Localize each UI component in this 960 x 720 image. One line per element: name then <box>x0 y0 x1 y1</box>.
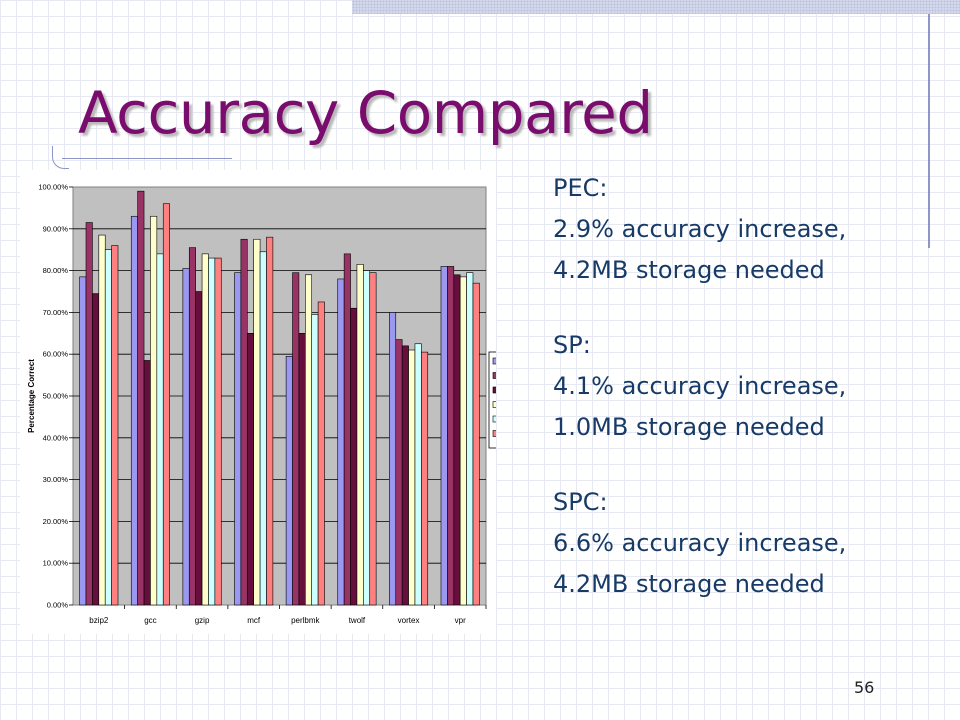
bar-sp-twolf <box>356 264 364 606</box>
y-tick-label: 70.00% <box>43 308 69 317</box>
bar-pec-or-bzip2 <box>104 249 112 606</box>
bar-spc-or-vpr <box>447 266 455 606</box>
bar-baseline-mcf <box>234 272 242 606</box>
x-tick-label: gcc <box>144 616 156 625</box>
y-tick-label: 10.00% <box>43 559 69 568</box>
bar-spc-or-perlbmk <box>292 272 300 606</box>
x-tick-label: twolf <box>349 616 366 625</box>
bar-spc-each-mcf <box>246 333 254 606</box>
bar-pec-or-gcc <box>156 253 164 606</box>
bar-sp-bzip2 <box>98 234 106 606</box>
x-tick-label: mcf <box>247 616 261 625</box>
bar-spc-or-vortex <box>395 339 403 606</box>
slide-title: Accuracy Compared <box>78 79 653 147</box>
y-axis-label: Percentage Correct <box>27 359 36 433</box>
y-tick-label: 0.00% <box>47 601 69 610</box>
y-tick-label: 30.00% <box>43 475 69 484</box>
notes-panel: PEC: 2.9% accuracy increase, 4.2MB stora… <box>553 168 923 639</box>
bar-baseline-bzip2 <box>79 276 87 606</box>
y-tick-label: 20.00% <box>43 517 69 526</box>
header-decor-band <box>352 0 960 14</box>
x-tick-label: perlbmk <box>291 616 320 625</box>
legend-box <box>488 351 496 449</box>
bar-baseline-gzip <box>182 268 190 606</box>
note-block-sp: SP: 4.1% accuracy increase, 1.0MB storag… <box>553 325 923 448</box>
legend-swatch-baseline <box>492 357 496 365</box>
bar-baseline-gcc <box>130 215 138 606</box>
bar-baseline-perlbmk <box>285 355 293 606</box>
note-line: 4.2MB storage needed <box>553 570 825 598</box>
bar-spc-each-gzip <box>195 291 203 606</box>
bar-pec-each-bzip2 <box>111 245 119 606</box>
title-decor-curl <box>52 146 69 169</box>
note-block-pec: PEC: 2.9% accuracy increase, 4.2MB stora… <box>553 168 923 291</box>
note-line: 4.2MB storage needed <box>553 256 825 284</box>
note-line: 2.9% accuracy increase, <box>553 215 847 243</box>
bar-spc-each-bzip2 <box>92 293 100 606</box>
note-block-spc: SPC: 6.6% accuracy increase, 4.2MB stora… <box>553 482 923 605</box>
accuracy-bar-chart: 0.00% 10.00% 20.00% 30.00% 40.00% 50.00% 60.00… <box>20 170 496 634</box>
bar-spc-or-gcc <box>137 190 145 606</box>
bar-sp-perlbmk <box>305 274 313 606</box>
bar-spc-or-bzip2 <box>85 222 93 606</box>
bar-pec-or-vortex <box>414 343 422 606</box>
legend-swatch-pec-each <box>492 430 496 437</box>
bar-pec-each-perlbmk <box>317 301 325 606</box>
bar-baseline-twolf <box>337 278 345 606</box>
slide-number: 56 <box>854 678 875 697</box>
y-tick-label: 80.00% <box>43 266 69 275</box>
bar-spc-each-twolf <box>350 307 358 606</box>
bar-pec-each-mcf <box>266 236 274 606</box>
bar-sp-gzip <box>201 253 209 606</box>
y-tick-label: 40.00% <box>43 433 69 442</box>
bar-pec-or-mcf <box>259 251 267 606</box>
bar-pec-or-twolf <box>363 270 371 606</box>
bar-pec-each-vpr <box>472 282 480 606</box>
bar-baseline-vpr <box>440 266 448 606</box>
y-tick-label: 90.00% <box>43 224 69 233</box>
y-tick-label: 100.00% <box>38 183 68 192</box>
bar-sp-gcc <box>150 215 158 606</box>
bar-pec-or-gzip <box>208 257 216 606</box>
bar-pec-or-vpr <box>466 272 474 606</box>
bar-spc-each-perlbmk <box>298 333 306 606</box>
note-heading: SPC: <box>553 488 608 516</box>
note-line: 6.6% accuracy increase, <box>553 529 847 557</box>
legend-swatch-pec-or <box>492 415 496 423</box>
bar-spc-each-gcc <box>143 360 151 606</box>
bar-spc-or-twolf <box>343 253 351 606</box>
bar-pec-each-gcc <box>162 203 170 606</box>
right-decor-rule <box>928 14 930 248</box>
note-heading: PEC: <box>553 174 608 202</box>
bar-sp-mcf <box>253 238 261 606</box>
x-tick-label: bzip2 <box>89 616 109 625</box>
note-line: 1.0MB storage needed <box>553 413 825 441</box>
bar-sp-vpr <box>459 276 467 606</box>
bar-spc-or-gzip <box>188 247 196 606</box>
bar-pec-or-perlbmk <box>311 314 319 606</box>
bar-spc-each-vpr <box>453 274 461 606</box>
legend-swatch-spc-each <box>492 386 496 394</box>
bar-sp-vortex <box>408 349 416 606</box>
x-tick-label: gzip <box>195 616 210 625</box>
note-line: 4.1% accuracy increase, <box>553 372 847 400</box>
bar-pec-each-vortex <box>421 351 429 606</box>
y-tick-label: 60.00% <box>43 350 69 359</box>
x-tick-label: vpr <box>455 616 466 625</box>
title-underline <box>62 158 232 159</box>
chart-canvas: 0.00% 10.00% 20.00% 30.00% 40.00% 50.00% 60.00… <box>20 170 496 634</box>
y-tick-label: 50.00% <box>43 392 69 401</box>
x-tick-label: vortex <box>398 616 420 625</box>
legend-swatch-spc-or <box>492 372 496 379</box>
bar-pec-each-twolf <box>369 272 377 606</box>
bar-spc-or-mcf <box>240 238 248 606</box>
bar-spc-each-vortex <box>401 345 409 606</box>
legend-swatch-sp <box>492 401 496 408</box>
bar-pec-each-gzip <box>214 257 222 606</box>
bar-baseline-vortex <box>389 312 397 606</box>
note-heading: SP: <box>553 331 591 359</box>
